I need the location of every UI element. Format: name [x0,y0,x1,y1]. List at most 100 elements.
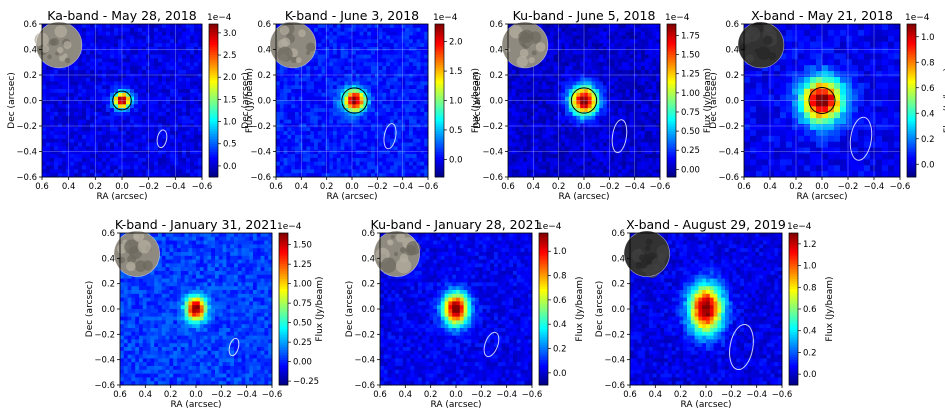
heatmap-cell [302,81,307,86]
heatmap-cell [314,154,319,159]
heatmap-cell [424,161,429,166]
heatmap-cell [130,108,135,113]
heatmap-cell [355,150,360,155]
heatmap-cell [298,77,303,82]
heatmap-cell [527,165,532,170]
heatmap-cell [162,96,167,101]
heatmap-cell [291,161,296,166]
heatmap-cell [534,142,539,147]
heatmap-cell [652,131,657,136]
heatmap-cell [162,157,167,163]
heatmap-cell [591,35,596,40]
heatmap-cell [409,123,414,128]
heatmap-cell [519,73,524,78]
heatmap-cell [614,39,619,44]
heatmap-cell [584,69,589,75]
heatmap-cell [166,58,171,63]
heatmap-cell [174,165,179,170]
heatmap-cell [82,165,87,170]
heatmap-cell [348,35,353,40]
heatmap-cell [298,115,303,121]
heatmap-cell [329,92,334,98]
heatmap-cell [352,127,357,132]
heatmap-cell [306,173,311,178]
heatmap-cell [194,131,199,136]
heatmap-cell [359,165,364,170]
heatmap-cell [325,58,330,63]
heatmap-cell [166,89,171,94]
heatmap-cell [291,89,296,94]
heatmap-cell [584,165,589,170]
heatmap-cell [94,92,99,98]
heatmap-cell [599,173,604,178]
heatmap-cell [652,123,657,128]
heatmap-cell [66,123,71,128]
heatmap-cell [359,173,364,178]
heatmap-cell [325,27,330,33]
x-tick-label: −0.6 [418,182,439,192]
heatmap-cell [126,173,131,178]
heatmap-cell [580,154,585,159]
heatmap-cell [130,157,135,163]
heatmap-cell [614,27,619,33]
heatmap-cell [576,142,581,147]
heatmap-cell [420,69,425,75]
heatmap-cell [42,69,47,75]
heatmap-cell [386,127,391,132]
heatmap-cell [58,69,63,75]
heatmap-cell [138,69,143,75]
heatmap-cell [190,58,195,63]
heatmap-cell [412,43,417,48]
heatmap-cell [50,157,55,163]
heatmap-cell [580,165,585,170]
heatmap-cell [656,27,661,33]
colorbar-segment [209,49,218,53]
heatmap-cell [386,89,391,94]
heatmap-cell [523,81,528,86]
heatmap-cell [557,111,562,117]
heatmap-cell [584,108,589,113]
heatmap-cell [618,169,623,174]
heatmap-cell [378,89,383,94]
heatmap-cell [561,39,566,44]
heatmap-cell [397,24,402,29]
heatmap-cell [648,27,653,33]
heatmap-cell [82,69,87,75]
heatmap-cell [46,142,51,147]
heatmap-cell [166,73,171,78]
heatmap-cell [287,173,292,178]
heatmap-cell [158,73,163,78]
heatmap-cell [162,146,167,151]
heatmap-cell [416,69,421,75]
heatmap-cell [591,111,596,117]
heatmap-cell [150,119,155,124]
heatmap-cell [584,131,589,136]
heatmap-cell [291,146,296,151]
heatmap-cell [66,127,71,132]
heatmap-cell [641,154,646,159]
heatmap-cell [118,85,123,90]
heatmap-cell [553,111,558,117]
heatmap-cell [70,92,75,98]
heatmap-cell [618,39,623,44]
heatmap-cell [397,142,402,147]
heatmap-cell [580,89,585,94]
heatmap-cell [291,96,296,101]
heatmap-cell [633,127,638,132]
heatmap-cell [174,138,179,143]
heatmap-cell [424,62,429,67]
heatmap-cell [106,154,111,159]
heatmap-cell [344,27,349,33]
heatmap-cell [363,169,368,174]
heatmap-cell [146,142,151,147]
heatmap-cell [538,134,543,140]
heatmap-cell [98,119,103,124]
heatmap-cell [371,69,376,75]
heatmap-cell [606,169,611,174]
heatmap-cell [587,111,592,117]
heatmap-cell [182,92,187,98]
heatmap-cell [42,154,47,159]
heatmap-cell [295,150,300,155]
heatmap-cell [367,115,372,121]
colorbar-segment [209,97,218,101]
